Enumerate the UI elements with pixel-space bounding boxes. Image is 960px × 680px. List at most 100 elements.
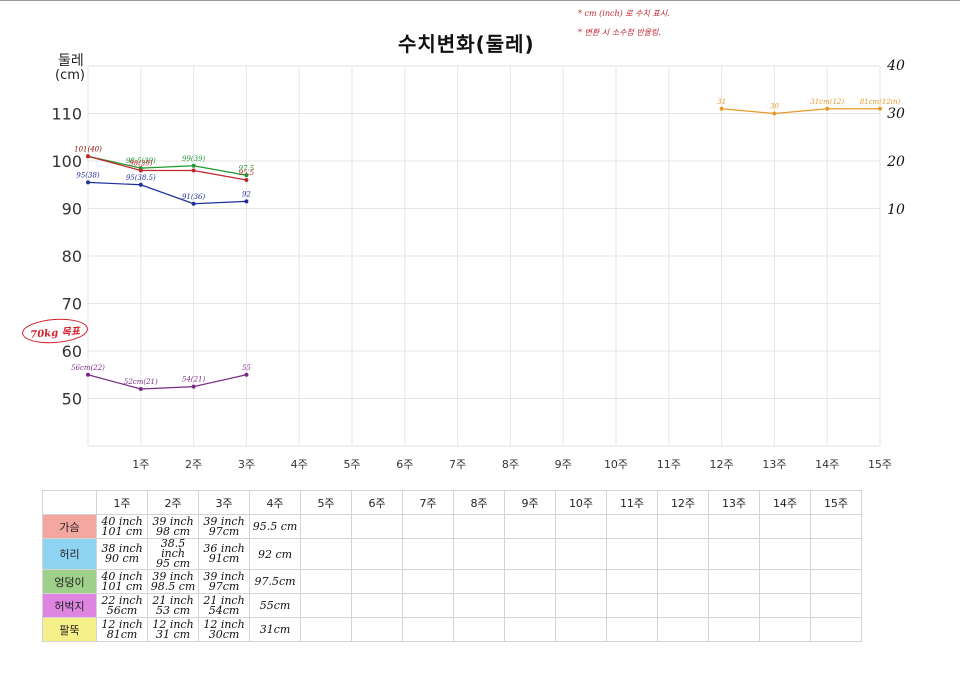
data-label-waist: 95(38) [76, 171, 100, 179]
table-cell [300, 593, 352, 618]
table-cell [606, 617, 658, 642]
table-cell [606, 514, 658, 539]
table-cell [504, 538, 556, 570]
table-cell: 39 inch 97cm [198, 514, 250, 539]
table-row: 엉덩이 40 inch 101 cm 39 inch 98.5 cm 39 inch 97c… [42, 569, 862, 594]
table-corner-cell [42, 490, 97, 515]
table-cell: 12 inch 30cm [198, 617, 250, 642]
x-tick-label: 3주 [238, 458, 255, 471]
table-cell [300, 617, 352, 642]
table-cell: 38.5 inch 95 cm [147, 538, 199, 570]
x-tick-label: 14주 [815, 458, 839, 471]
table-cell [606, 538, 658, 570]
table-cell [708, 538, 760, 570]
table-cell [402, 617, 454, 642]
table-cell [453, 538, 505, 570]
chart-title: 수치변화(둘레) [398, 32, 535, 56]
data-label-arm: 31cm(12) [810, 98, 844, 106]
table-column-header: 2주 [147, 490, 199, 515]
table-cell [402, 593, 454, 618]
row-label: 엉덩이 [42, 569, 97, 594]
table-cell: 40 inch 101 cm [96, 514, 148, 539]
table-cell [300, 538, 352, 570]
data-point-thigh [244, 372, 249, 377]
table-cell: 36 inch 91cm [198, 538, 250, 570]
table-cell [657, 593, 709, 618]
table-cell [759, 569, 811, 594]
table-row: 가슴 40 inch 101 cm 39 inch 98 cm 39 inch 97cm 95… [42, 514, 862, 539]
row-label: 팔뚝 [42, 617, 97, 642]
data-point-waist [244, 199, 249, 204]
table-cell [402, 538, 454, 570]
data-point-arm [878, 106, 882, 111]
table-cell [402, 569, 454, 594]
table-cell [759, 514, 811, 539]
table-cell [453, 569, 505, 594]
table-cell [555, 569, 607, 594]
table-cell: 39 inch 98.5 cm [147, 569, 199, 594]
series-line-arm [721, 108, 880, 115]
table-cell [606, 569, 658, 594]
data-label-waist: 92 [242, 190, 251, 198]
table-column-header: 8주 [453, 490, 505, 515]
handwritten-note-2: * 변환 시 소수점 반올림. [578, 28, 661, 37]
measurement-table: 1주 2주 3주 4주 5주 6주 7주 8주 9주 10주 11주 12주 13주 14주 15주 가슴 4… [42, 490, 862, 642]
table-cell [657, 569, 709, 594]
top-border-line [0, 0, 960, 1]
table-column-header: 6주 [351, 490, 403, 515]
data-label-waist: 95(38.5) [126, 174, 156, 182]
data-label-chest: 101(40) [74, 145, 102, 153]
table-cell [351, 514, 403, 539]
table-cell [351, 593, 403, 618]
row-label: 허벅지 [42, 593, 97, 618]
table-cell [555, 538, 607, 570]
handwritten-note-1: * cm (inch) 로 수치 표시. [578, 9, 670, 18]
table-column-header: 12주 [657, 490, 709, 515]
series-line-thigh [87, 374, 247, 390]
table-cell: 12 inch 31 cm [147, 617, 199, 642]
data-label-waist: 91(36) [182, 193, 206, 201]
table-cell: 97.5cm [249, 569, 301, 594]
table-cell: 39 inch 98 cm [147, 514, 199, 539]
series-line-waist [87, 181, 247, 205]
table-cell [657, 514, 709, 539]
table-column-header: 9주 [504, 490, 556, 515]
data-point-arm [825, 106, 830, 111]
data-point-hip [244, 173, 249, 178]
table-cell: 21 inch 54cm [198, 593, 250, 618]
y-tick-label: 90 [62, 200, 82, 219]
x-tick-label: 2주 [185, 458, 202, 471]
data-label-arm: 31 [717, 98, 726, 106]
data-label-thigh: 56cm(22) [71, 364, 105, 372]
table-cell: 21 inch 53 cm [147, 593, 199, 618]
right-axis-tick-label: 10 [887, 202, 905, 218]
table-cell [810, 514, 862, 539]
table-cell [606, 593, 658, 618]
table-cell [810, 538, 862, 570]
x-tick-label: 6주 [396, 458, 413, 471]
table-cell [300, 569, 352, 594]
y-tick-label: 70 [62, 295, 82, 314]
table-cell: 40 inch 101 cm [96, 569, 148, 594]
table-column-header: 11주 [606, 490, 658, 515]
table-column-header: 3주 [198, 490, 250, 515]
data-label-hip: 97.5 [239, 164, 255, 172]
table-cell [453, 617, 505, 642]
table-cell: 92 cm [249, 538, 301, 570]
table-cell [555, 593, 607, 618]
series-line-hip [87, 155, 247, 176]
data-label-arm: 81cm(12in) [860, 98, 901, 106]
x-tick-label: 8주 [502, 458, 519, 471]
data-point-chest [86, 154, 90, 159]
data-point-arm [772, 111, 777, 116]
y-axis-label: 둘레 [58, 53, 84, 69]
data-label-thigh: 55 [242, 364, 251, 372]
x-tick-label: 4주 [291, 458, 308, 471]
table-cell [657, 617, 709, 642]
table-cell [351, 538, 403, 570]
table-cell [504, 593, 556, 618]
table-cell [555, 617, 607, 642]
table-column-header: 10주 [555, 490, 607, 515]
x-tick-label: 13주 [762, 458, 786, 471]
table-column-header: 1주 [96, 490, 148, 515]
